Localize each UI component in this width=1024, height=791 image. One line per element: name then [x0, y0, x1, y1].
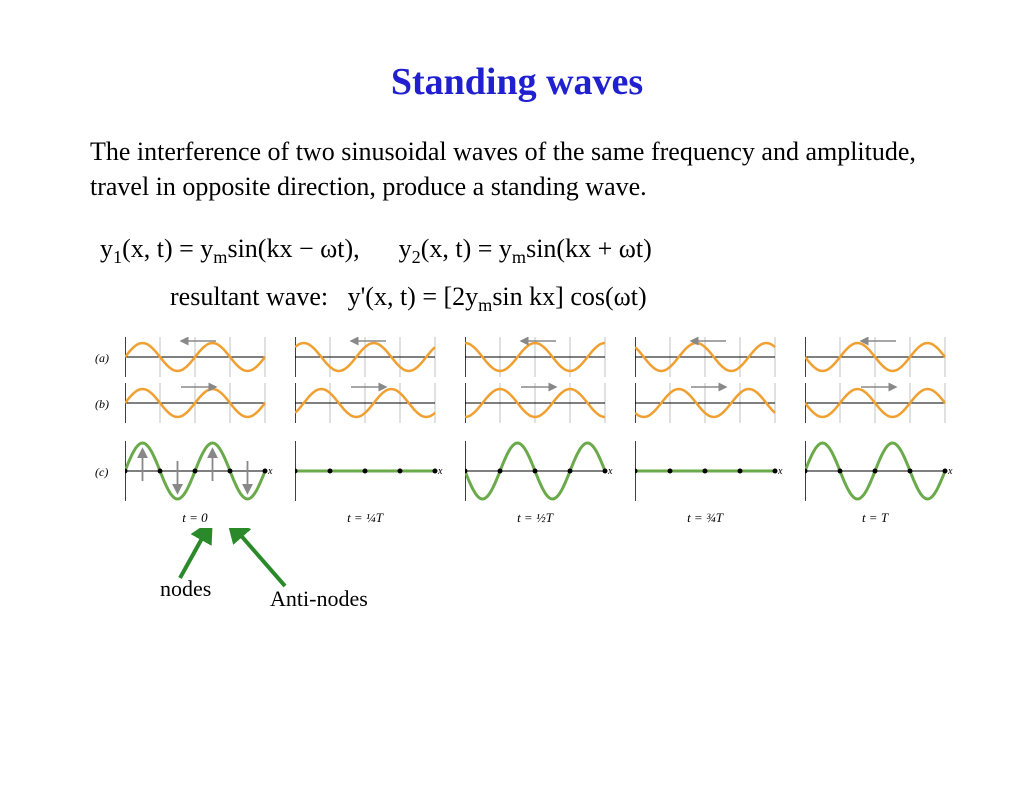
node-dot — [158, 468, 163, 473]
node-dot — [635, 468, 638, 473]
time-panel: xt = ¼T — [295, 337, 435, 528]
panel-svg: x — [125, 337, 275, 501]
node-dot — [398, 468, 403, 473]
description-text: The interference of two sinusoidal waves… — [90, 134, 944, 204]
node-dot — [908, 468, 913, 473]
time-label: t = ¾T — [635, 510, 775, 528]
eq-result-value: y'(x, t) = [2ymsin kx] cos(ωt) — [348, 282, 647, 311]
annotation-area: nodes Anti-nodes — [125, 528, 944, 608]
time-label: t = ½T — [465, 510, 605, 528]
time-label: t = T — [805, 510, 945, 528]
node-dot — [603, 468, 608, 473]
panel-svg: x — [295, 337, 445, 501]
equation-line-2: resultant wave: y'(x, t) = [2ymsin kx] c… — [170, 282, 944, 316]
node-dot — [498, 468, 503, 473]
node-dot — [433, 468, 438, 473]
node-dot — [943, 468, 948, 473]
eq-y2: y2(x, t) = ymsin(kx + ωt) — [399, 234, 652, 263]
eq-result-label: resultant wave: — [170, 282, 328, 311]
time-panel: xt = ½T — [465, 337, 605, 528]
time-panel: xt = T — [805, 337, 945, 528]
node-dot — [838, 468, 843, 473]
node-dot — [295, 468, 298, 473]
node-dot — [773, 468, 778, 473]
node-dot — [363, 468, 368, 473]
eq-y1: y1(x, t) = ymsin(kx − ωt), — [100, 234, 360, 263]
row-label-b: (b) — [95, 397, 109, 412]
node-dot — [568, 468, 573, 473]
node-dot — [228, 468, 233, 473]
x-axis-label: x — [437, 466, 443, 477]
node-dot — [263, 468, 268, 473]
time-panel: xt = ¾T — [635, 337, 775, 528]
panel-svg: x — [465, 337, 615, 501]
row-label-c: (c) — [95, 465, 108, 480]
x-axis-label: x — [267, 466, 273, 477]
node-dot — [533, 468, 538, 473]
slide-title: Standing waves — [90, 60, 944, 104]
panel-svg: x — [805, 337, 955, 501]
node-dot — [738, 468, 743, 473]
time-label: t = ¼T — [295, 510, 435, 528]
node-dot — [668, 468, 673, 473]
panel-svg: x — [635, 337, 785, 501]
antinodes-label: Anti-nodes — [270, 586, 368, 612]
x-axis-label: x — [947, 466, 953, 477]
time-panel: xt = 0 — [125, 337, 265, 528]
node-dot — [703, 468, 708, 473]
row-label-a: (a) — [95, 351, 109, 366]
x-axis-label: x — [607, 466, 613, 477]
x-axis-label: x — [777, 466, 783, 477]
diagram-area: (a) (b) (c) xt = 0 xt = ¼T xt = ½T xt = … — [95, 337, 944, 608]
time-label: t = 0 — [125, 510, 265, 528]
nodes-label: nodes — [160, 576, 211, 602]
antinodes-arrow-icon — [237, 531, 285, 586]
node-dot — [193, 468, 198, 473]
node-dot — [328, 468, 333, 473]
nodes-arrow-icon — [180, 533, 205, 578]
node-dot — [873, 468, 878, 473]
equation-line-1: y1(x, t) = ymsin(kx − ωt), y2(x, t) = ym… — [100, 234, 944, 268]
